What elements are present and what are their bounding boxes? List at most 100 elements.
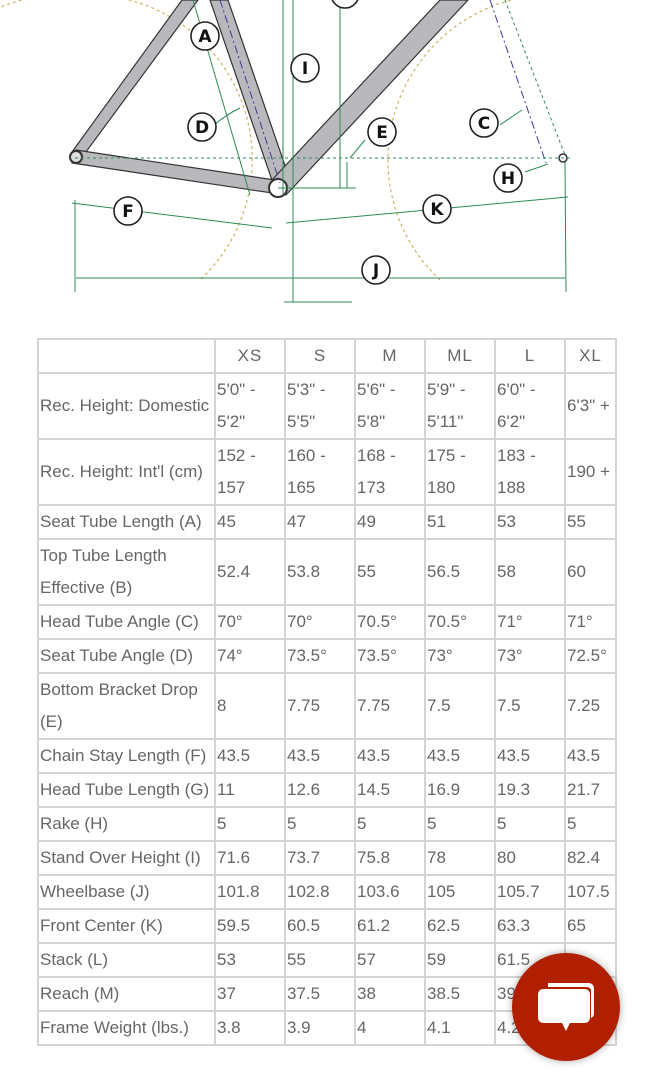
table-cell: 73° xyxy=(424,638,496,674)
table-cell: 78 xyxy=(424,840,496,876)
row-label: Rec. Height: Int'l (cm) xyxy=(37,438,216,506)
label-b: B xyxy=(331,0,359,9)
table-cell: 6'0" - 6'2" xyxy=(494,372,566,440)
table-cell: 49 xyxy=(354,504,426,540)
table-row: Front Center (K) 59.5 60.5 61.2 62.5 63.3 65 xyxy=(37,908,617,944)
table-row: Stand Over Height (I) 71.6 73.7 75.8 78 80 82.… xyxy=(37,840,617,876)
svg-text:F: F xyxy=(122,202,134,222)
svg-text:A: A xyxy=(198,27,212,47)
table-cell: 190 + xyxy=(564,438,617,506)
table-cell: 53 xyxy=(214,942,286,978)
table-cell: 5 xyxy=(214,806,286,842)
table-cell: 61.2 xyxy=(354,908,426,944)
label-d: D xyxy=(187,112,217,142)
label-j: J xyxy=(361,255,391,285)
chat-bubble-icon xyxy=(538,983,594,1031)
table-row: Head Tube Length (G) 11 12.6 14.5 16.9 19.3 21… xyxy=(37,772,617,808)
table-cell: 183 - 188 xyxy=(494,438,566,506)
table-cell: 71° xyxy=(494,604,566,640)
table-cell: 5'9" - 5'11" xyxy=(424,372,496,440)
table-cell: 53 xyxy=(494,504,566,540)
table-cell: 11 xyxy=(214,772,286,808)
label-i: I xyxy=(290,53,320,83)
table-cell: 59.5 xyxy=(214,908,286,944)
table-row: Frame Weight (lbs.) 3.8 3.9 4 4.1 4.2 xyxy=(37,1010,617,1046)
table-cell: 56.5 xyxy=(424,538,496,606)
svg-text:I: I xyxy=(302,59,308,79)
row-label: Stack (L) xyxy=(37,942,216,978)
table-cell: 102.8 xyxy=(284,874,356,910)
table-cell: 73° xyxy=(494,638,566,674)
table-cell: 4 xyxy=(354,1010,426,1046)
row-label: Top Tube Length Effective (B) xyxy=(37,538,216,606)
table-cell: 73.5° xyxy=(354,638,426,674)
table-cell: 107.5 xyxy=(564,874,617,910)
table-cell: 75.8 xyxy=(354,840,426,876)
table-cell: 43.5 xyxy=(354,738,426,774)
table-cell: 37 xyxy=(214,976,286,1012)
row-label: Head Tube Length (G) xyxy=(37,772,216,808)
table-cell: 43.5 xyxy=(424,738,496,774)
table-cell: 70° xyxy=(214,604,286,640)
table-cell: 70° xyxy=(284,604,356,640)
table-cell: 43.5 xyxy=(284,738,356,774)
frame-geometry-diagram: A B C D E F H I J K xyxy=(0,0,572,303)
table-cell: 82.4 xyxy=(564,840,617,876)
table-cell: 5 xyxy=(564,806,617,842)
table-cell: 73.5° xyxy=(284,638,356,674)
row-label: Rec. Height: Domestic xyxy=(37,372,216,440)
table-cell: 70.5° xyxy=(354,604,426,640)
table-cell: 12.6 xyxy=(284,772,356,808)
table-cell: 62.5 xyxy=(424,908,496,944)
label-a: A xyxy=(190,21,220,51)
table-cell: 7.5 xyxy=(424,672,496,740)
axis-lines xyxy=(219,0,547,184)
row-label: Rake (H) xyxy=(37,806,216,842)
geometry-table: XS S M ML L XL Rec. Height: Domestic 5'0" - 5'… xyxy=(37,338,617,1046)
table-cell: 14.5 xyxy=(354,772,426,808)
label-e: E xyxy=(367,117,397,147)
svg-text:E: E xyxy=(376,123,388,143)
svg-text:J: J xyxy=(372,261,379,281)
table-row: Wheelbase (J) 101.8 102.8 103.6 105 105.7 107.… xyxy=(37,874,617,910)
column-header-size: ML xyxy=(424,338,496,374)
table-cell: 55 xyxy=(354,538,426,606)
frame-tubes xyxy=(69,0,568,198)
table-cell: 80 xyxy=(494,840,566,876)
table-cell: 168 - 173 xyxy=(354,438,426,506)
table-cell: 105.7 xyxy=(494,874,566,910)
table-cell: 60 xyxy=(564,538,617,606)
svg-text:D: D xyxy=(195,118,209,138)
label-k: K xyxy=(422,194,452,224)
wheel-outlines xyxy=(0,0,515,281)
table-cell: 71° xyxy=(564,604,617,640)
table-cell: 43.5 xyxy=(564,738,617,774)
table-row: Rake (H) 5 5 5 5 5 5 xyxy=(37,806,617,842)
table-row: Seat Tube Angle (D) 74° 73.5° 73.5° 73° 73° 72… xyxy=(37,638,617,674)
table-cell: 5 xyxy=(494,806,566,842)
table-cell: 5'0" - 5'2" xyxy=(214,372,286,440)
table-header-row: XS S M ML L XL xyxy=(37,338,617,374)
row-label: Frame Weight (lbs.) xyxy=(37,1010,216,1046)
table-cell: 47 xyxy=(284,504,356,540)
table-row: Rec. Height: Int'l (cm) 152 - 157 160 - 16… xyxy=(37,438,617,506)
table-cell: 38.5 xyxy=(424,976,496,1012)
row-label: Reach (M) xyxy=(37,976,216,1012)
chat-button[interactable] xyxy=(512,953,620,1061)
table-cell: 43.5 xyxy=(214,738,286,774)
svg-text:C: C xyxy=(478,114,490,134)
table-cell: 101.8 xyxy=(214,874,286,910)
table-cell: 58 xyxy=(494,538,566,606)
label-f: F xyxy=(113,196,143,226)
table-cell: 57 xyxy=(354,942,426,978)
table-cell: 5 xyxy=(424,806,496,842)
table-cell: 55 xyxy=(564,504,617,540)
row-label: Seat Tube Length (A) xyxy=(37,504,216,540)
table-row: Rec. Height: Domestic 5'0" - 5'2" 5'3" - 5… xyxy=(37,372,617,440)
column-header-size: S xyxy=(284,338,356,374)
table-cell: 73.7 xyxy=(284,840,356,876)
table-cell: 21.7 xyxy=(564,772,617,808)
table-cell: 19.3 xyxy=(494,772,566,808)
table-cell: 5'6" - 5'8" xyxy=(354,372,426,440)
column-header-blank xyxy=(37,338,216,374)
